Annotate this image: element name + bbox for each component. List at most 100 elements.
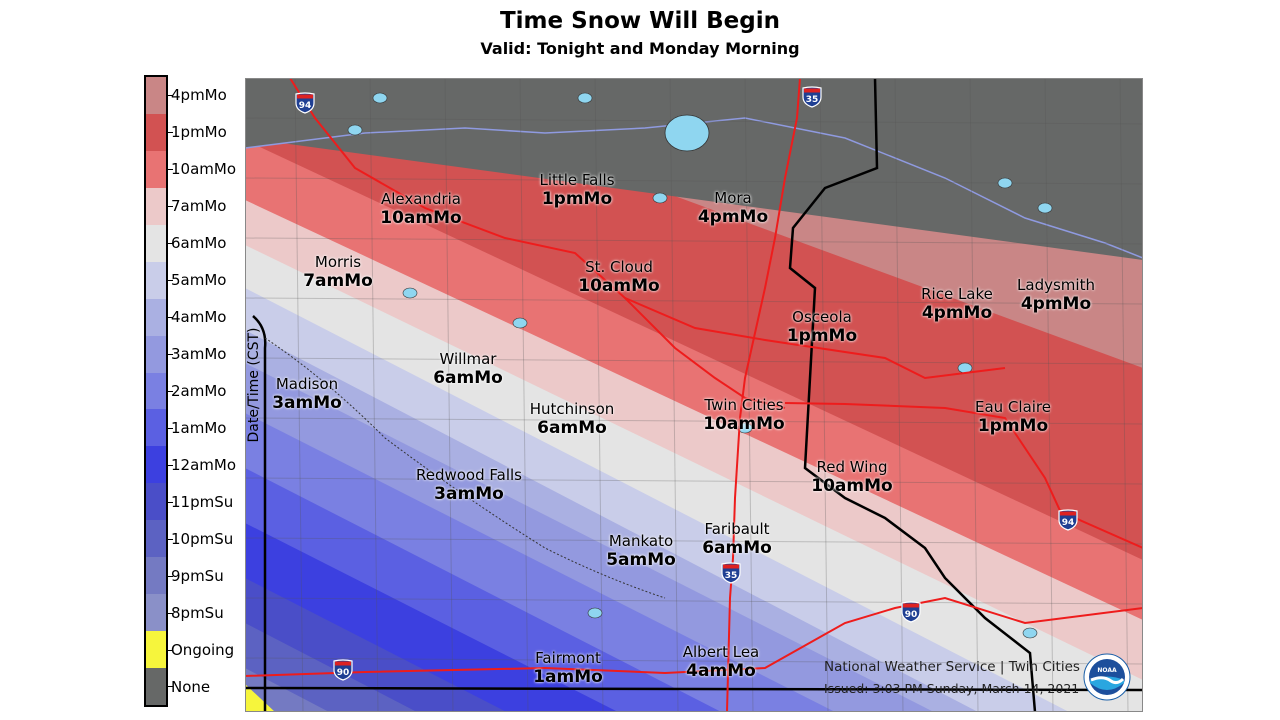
city-label: Ladysmith 4pmMo bbox=[1017, 276, 1095, 315]
county-line bbox=[594, 78, 604, 712]
county-line bbox=[369, 78, 379, 712]
legend-swatch bbox=[146, 261, 173, 299]
snow-start-time: 4pmMo bbox=[1020, 294, 1092, 314]
snow-start-time: 3amMo bbox=[434, 484, 504, 504]
county-line bbox=[819, 78, 829, 712]
county-line bbox=[245, 597, 1143, 605]
city-label: Red Wing 10amMo bbox=[811, 458, 892, 497]
legend-swatch bbox=[146, 298, 173, 336]
city-label: Hutchinson 6amMo bbox=[530, 400, 615, 439]
city-label: Alexandria 10amMo bbox=[380, 190, 461, 229]
city-name: Redwood Falls bbox=[415, 466, 523, 484]
city-label: Eau Claire 1pmMo bbox=[975, 398, 1051, 437]
legend-swatch bbox=[146, 446, 173, 484]
lake bbox=[347, 124, 363, 136]
city-label: Madison 3amMo bbox=[272, 375, 342, 414]
lake bbox=[372, 92, 388, 104]
legend-swatch bbox=[146, 113, 173, 151]
county-line bbox=[245, 417, 1143, 425]
lake bbox=[1022, 627, 1038, 639]
legend-label: 5amMo bbox=[171, 271, 227, 290]
legend-label: 10pmSu bbox=[171, 529, 234, 548]
snow-start-time: 6amMo bbox=[433, 368, 503, 388]
shield-number: 35 bbox=[806, 95, 819, 105]
legend-label: 7amMo bbox=[171, 197, 227, 216]
snow-start-time: 10amMo bbox=[811, 476, 893, 496]
county-line bbox=[245, 477, 1143, 485]
legend-label: 10amMo bbox=[171, 160, 237, 179]
legend-label: 2amMo bbox=[171, 382, 227, 400]
legend-swatch bbox=[146, 372, 173, 410]
county-line bbox=[294, 78, 304, 712]
city-label: Albert Lea 4amMo bbox=[683, 643, 760, 682]
county-line bbox=[245, 237, 1143, 245]
snow-start-time: 6amMo bbox=[702, 538, 772, 558]
lake bbox=[577, 92, 593, 104]
interstate-shield-icon: 35 bbox=[721, 562, 741, 584]
legend-swatch bbox=[146, 520, 173, 558]
legend-label: 4pmMo bbox=[171, 86, 227, 105]
city-name: Twin Cities bbox=[704, 396, 784, 414]
us-highway bbox=[624, 297, 1006, 380]
city-label: Twin Cities 10amMo bbox=[703, 396, 784, 435]
county-line bbox=[1044, 78, 1054, 712]
legend-swatch bbox=[146, 668, 173, 705]
legend-label: 4amMo bbox=[171, 308, 227, 327]
city-name: Alexandria bbox=[380, 190, 462, 208]
snow-start-time: 1pmMo bbox=[541, 189, 613, 209]
lake bbox=[652, 192, 668, 204]
city-name: Rice Lake bbox=[921, 285, 993, 303]
legend-swatch bbox=[146, 631, 173, 668]
shield-number: 94 bbox=[299, 101, 312, 111]
county-line bbox=[245, 297, 1143, 305]
snow-start-time: 1pmMo bbox=[977, 416, 1049, 436]
legend-swatch bbox=[146, 557, 173, 595]
snow-start-time: 3amMo bbox=[272, 393, 342, 413]
snow-start-time: 10amMo bbox=[703, 414, 785, 434]
legend-swatch bbox=[146, 483, 173, 521]
city-name: St. Cloud bbox=[585, 258, 653, 276]
city-label: Willmar 6amMo bbox=[433, 350, 503, 389]
city-name: Eau Claire bbox=[974, 398, 1052, 416]
city-name: Morris bbox=[314, 253, 362, 271]
legend-label: 1pmMo bbox=[171, 123, 227, 142]
county-line bbox=[519, 78, 529, 712]
city-name: Little Falls bbox=[539, 171, 615, 189]
city-label: Rice Lake 4pmMo bbox=[921, 285, 993, 324]
snow-start-map bbox=[245, 78, 1143, 712]
color-legend bbox=[144, 75, 173, 707]
noaa-logo: NOAA bbox=[1083, 653, 1131, 701]
legend-label: 3amMo bbox=[171, 345, 227, 364]
lake bbox=[997, 177, 1013, 189]
map-frame bbox=[245, 78, 1143, 712]
city-label: Faribault 6amMo bbox=[702, 520, 772, 559]
legend-swatch bbox=[146, 77, 173, 114]
lake bbox=[512, 317, 528, 329]
city-label: Morris 7amMo bbox=[303, 253, 373, 292]
no-snow-region bbox=[245, 78, 1143, 258]
city-name: Mankato bbox=[608, 532, 674, 550]
legend-swatch bbox=[146, 150, 173, 188]
city-label: Redwood Falls 3amMo bbox=[416, 466, 522, 505]
snow-start-time: 6amMo bbox=[537, 418, 607, 438]
issued-timestamp: Issued: 3:03 PM Sunday, March 14, 2021 bbox=[824, 681, 1080, 696]
legend-swatch bbox=[146, 594, 173, 632]
legend-swatch bbox=[146, 224, 173, 262]
snow-start-time: 1pmMo bbox=[786, 326, 858, 346]
city-label: Osceola 1pmMo bbox=[787, 308, 857, 347]
county-line bbox=[1119, 78, 1129, 712]
mille-lacs-lake bbox=[664, 114, 710, 152]
legend-label: 1amMo bbox=[171, 418, 227, 437]
snow-start-time: 1amMo bbox=[533, 667, 603, 687]
snow-start-time: 4amMo bbox=[686, 661, 756, 681]
snow-start-time: 7amMo bbox=[303, 271, 373, 291]
interstate-shield-icon: 90 bbox=[333, 659, 353, 681]
legend-swatch bbox=[146, 187, 173, 225]
interstate-shield-icon: 94 bbox=[1058, 509, 1078, 531]
legend-axis-label: Date/Time (CST) bbox=[246, 327, 262, 443]
snow-start-time: 4pmMo bbox=[921, 303, 993, 323]
legend-label: 6amMo bbox=[171, 234, 227, 253]
county-line bbox=[245, 177, 1143, 185]
lake bbox=[737, 422, 753, 434]
legend-label: Ongoing bbox=[171, 640, 235, 659]
